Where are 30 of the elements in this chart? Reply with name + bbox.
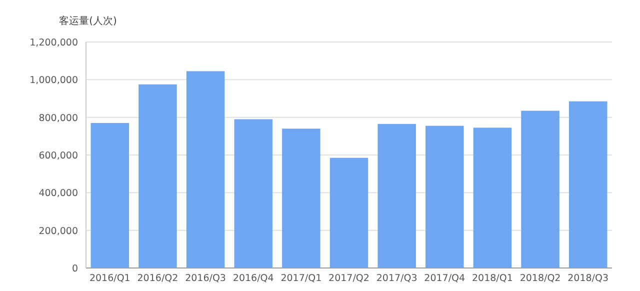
bar — [186, 71, 225, 268]
y-tick-label: 800,000 — [38, 112, 78, 124]
x-tick-label: 2018/Q3 — [568, 273, 609, 284]
y-tick-label: 1,000,000 — [30, 75, 78, 86]
bar — [90, 122, 130, 268]
x-tick-label: 2017/Q2 — [328, 273, 370, 284]
y-tick-label: 600,000 — [38, 150, 78, 162]
x-tick-label: 2017/Q4 — [424, 273, 466, 284]
bar — [568, 101, 608, 268]
x-tick-label: 2018/Q1 — [472, 273, 513, 284]
x-tick-label: 2016/Q2 — [137, 273, 178, 284]
bar — [234, 119, 272, 268]
x-tick-label: 2018/Q2 — [520, 273, 561, 284]
x-tick-label: 2016/Q1 — [89, 273, 130, 284]
x-tick-label: 2017/Q1 — [280, 273, 322, 284]
bar — [138, 84, 177, 268]
bar — [521, 110, 560, 268]
bar — [378, 124, 416, 268]
y-tick-label: 0 — [72, 264, 78, 274]
x-tick-label: 2016/Q3 — [185, 273, 226, 284]
bar — [330, 158, 368, 268]
bar — [473, 128, 512, 268]
bar — [282, 128, 320, 268]
y-axis-title: 客运量(人次) — [59, 15, 117, 27]
y-tick-label: 400,000 — [38, 188, 78, 200]
y-tick-label: 1,200,000 — [30, 38, 78, 48]
y-tick-label: 200,000 — [38, 226, 78, 237]
x-tick-label: 2016/Q4 — [232, 273, 274, 284]
bar — [426, 126, 464, 268]
x-tick-label: 2017/Q3 — [376, 273, 418, 284]
